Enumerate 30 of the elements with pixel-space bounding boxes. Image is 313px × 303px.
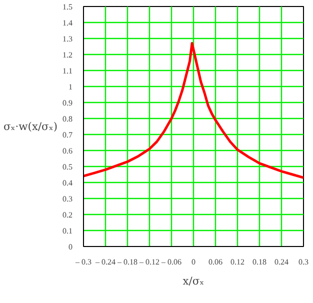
- x-axis-title: x/σₓ: [182, 274, 204, 288]
- y-axis-title: σₓ·w(x/σₓ): [3, 120, 58, 133]
- x-tick-label: – 0.24: [94, 258, 116, 266]
- y-tick-label: 1.4: [62, 18, 72, 28]
- x-tick-label: – 0.3: [74, 258, 92, 266]
- x-tick-label: 0.24: [274, 258, 288, 266]
- y-tick-label: 1.2: [62, 50, 72, 60]
- y-tick-label: 1.3: [62, 34, 72, 44]
- x-tick-label: – 0.06: [160, 258, 182, 266]
- y-tick-label: 0.9: [62, 98, 72, 108]
- y-tick-label: 0.3: [62, 194, 72, 204]
- x-tick-label: 0: [192, 258, 196, 266]
- y-tick-label: 0.8: [62, 114, 72, 124]
- y-tick-label: 1.5: [62, 2, 72, 12]
- x-tick-label: – 0.18: [116, 258, 138, 266]
- y-tick-label: 0.4: [62, 178, 72, 188]
- x-tick-label: 0.12: [230, 258, 244, 266]
- x-tick-label: 0.3: [298, 258, 308, 266]
- y-tick-label: 1: [68, 82, 72, 92]
- y-tick-label: 0.2: [62, 210, 72, 220]
- y-tick-label: 0.7: [62, 130, 72, 140]
- x-tick-label: – 0.12: [138, 258, 160, 266]
- y-tick-label: 1.1: [62, 66, 72, 76]
- y-tick-label: 0: [68, 242, 72, 252]
- y-tick-label: 0.1: [62, 226, 72, 236]
- line-series: [84, 42, 304, 179]
- x-tick-label: 0.06: [208, 258, 222, 266]
- y-tick-label: 0.5: [62, 162, 72, 172]
- y-tick-label: 0.6: [62, 146, 72, 156]
- x-tick-label: 0.18: [252, 258, 266, 266]
